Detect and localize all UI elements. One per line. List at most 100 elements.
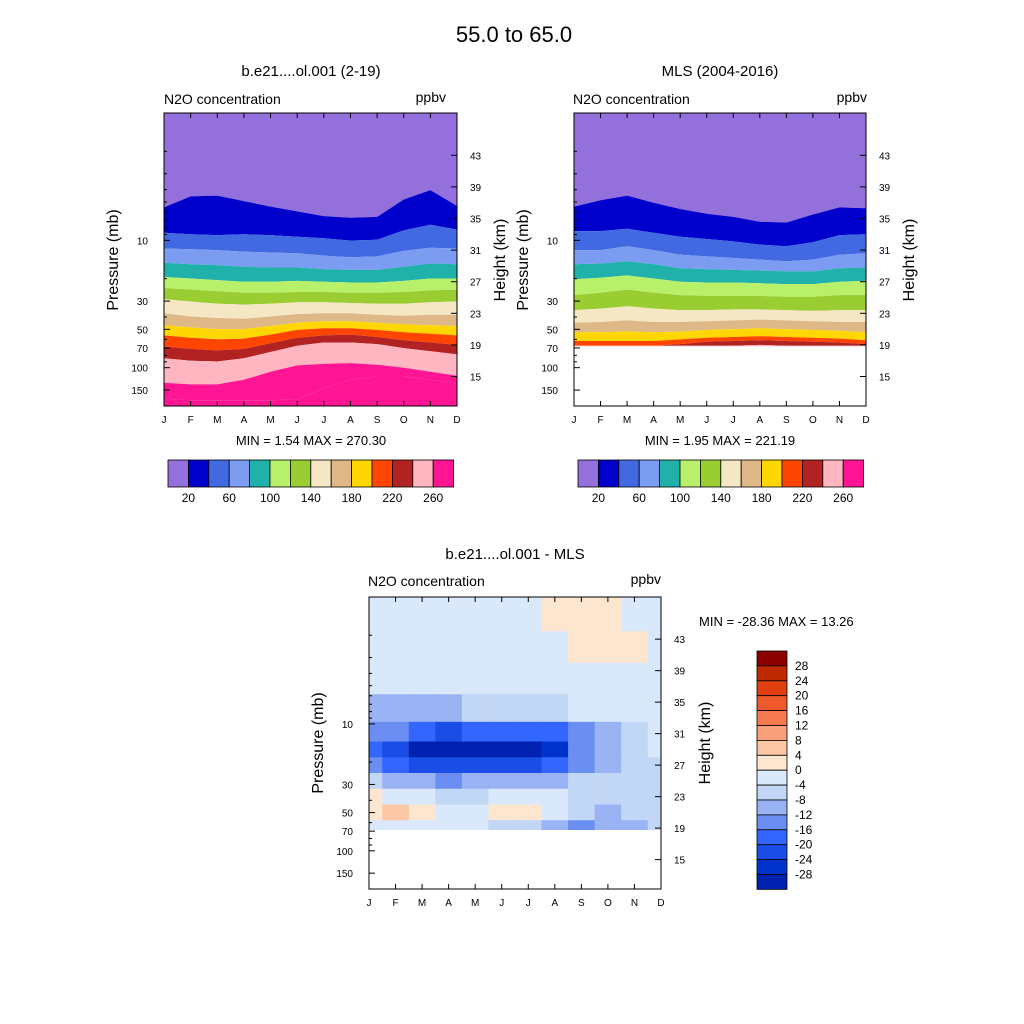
colorbar-swatch: [756, 844, 788, 861]
colorbar-label: 60: [223, 491, 237, 505]
y-tick-label: 100: [336, 847, 353, 858]
x-tick-label: J: [367, 898, 372, 909]
y2-tick-label: 43: [470, 151, 482, 162]
contour-cell: [488, 662, 516, 695]
units-label: ppbv: [416, 89, 446, 105]
colorbar-label: 20: [182, 491, 196, 505]
contour-cell: [435, 820, 463, 831]
contour-band: [164, 247, 457, 270]
contour-cell: [461, 788, 489, 805]
contour-cell: [488, 788, 516, 805]
x-tick-label: M: [623, 415, 631, 426]
contour-band: [164, 277, 457, 293]
colorbar-label: 260: [423, 491, 443, 505]
y-tick-label: 30: [342, 780, 354, 791]
contour-cell: [408, 631, 436, 664]
contour-cell: [408, 741, 436, 758]
contour-cell: [382, 804, 410, 821]
y2-tick-label: 39: [674, 667, 686, 678]
contour-cell: [621, 721, 649, 743]
colorbar-swatch: [598, 459, 620, 488]
contour-cell: [461, 741, 489, 758]
panel-title: b.e21....ol.001 (2-19): [241, 63, 380, 80]
colorbar-swatch: [679, 459, 701, 488]
contour-cell: [488, 757, 516, 774]
y2-tick-label: 15: [674, 856, 686, 867]
contour-cell: [488, 721, 516, 743]
contour-band: [164, 190, 457, 241]
contour-cell: [621, 772, 649, 790]
contour-cell: [541, 662, 569, 695]
contour-band: [164, 262, 457, 283]
contour-cell: [621, 631, 649, 664]
y-tick-label: 150: [131, 386, 148, 397]
contour-cell: [647, 694, 662, 723]
colorbar-swatch: [187, 459, 210, 488]
colorbar-swatch: [761, 459, 783, 488]
plot-frame: [163, 112, 458, 407]
colorbar-swatch: [638, 459, 661, 488]
contour-band: [164, 363, 457, 401]
x-tick-label: M: [266, 415, 274, 426]
y-tick-label: 30: [137, 297, 149, 308]
contour-cell: [541, 631, 569, 664]
colorbar-label: 20: [592, 491, 606, 505]
y-tick-label: 50: [342, 809, 354, 820]
y2-tick-label: 27: [674, 761, 686, 772]
min-max-stats: MIN = -28.36 MAX = 13.26: [699, 614, 854, 629]
contour-cell: [382, 757, 410, 774]
contour-cell: [621, 741, 649, 758]
contour-cell: [488, 772, 516, 790]
y2-tick-label: 19: [879, 341, 891, 352]
units-label: ppbv: [631, 571, 661, 587]
colorbar-swatch: [249, 459, 271, 488]
contour-cell: [541, 820, 569, 831]
x-tick-label: J: [295, 415, 300, 426]
contour-band: [574, 195, 866, 247]
contour-cell: [461, 820, 489, 831]
x-tick-label: A: [551, 898, 558, 909]
colorbar-label: 180: [752, 491, 772, 505]
contour-cell: [382, 820, 410, 831]
contour-cell: [461, 694, 489, 723]
contour-cell: [488, 820, 516, 831]
x-tick-label: N: [631, 898, 638, 909]
colorbar-label: 16: [795, 704, 809, 718]
colorbar-swatch: [228, 459, 250, 488]
colorbar-swatch: [330, 459, 353, 488]
contour-cell: [369, 772, 383, 790]
colorbar-label: 0: [795, 763, 802, 777]
colorbar-label: -24: [795, 853, 813, 867]
contour-cell: [568, 631, 596, 664]
x-tick-label: A: [650, 415, 657, 426]
colorbar-swatch: [577, 459, 599, 488]
colorbar-label: 8: [795, 733, 802, 747]
contour-cell: [647, 597, 662, 632]
contour-cell: [515, 662, 543, 695]
x-tick-label: J: [162, 415, 167, 426]
y2-tick-label: 31: [674, 730, 686, 741]
colorbar-swatch: [756, 695, 788, 712]
contour-band: [574, 289, 866, 311]
panel-difference: b.e21....ol.001 - MLS N2O concentration …: [310, 546, 854, 909]
contour-cell: [461, 662, 489, 695]
contour-cell: [568, 721, 596, 743]
contour-cell: [621, 597, 649, 632]
contour-cell: [488, 804, 516, 821]
y2-tick-label: 39: [470, 183, 482, 194]
contour-cell: [594, 662, 622, 695]
contour-cell: [461, 631, 489, 664]
x-tick-label: A: [445, 898, 452, 909]
contour-cell: [488, 741, 516, 758]
colorbar-label: 140: [301, 491, 321, 505]
contour-cell: [621, 820, 649, 831]
colorbar-label: 260: [833, 491, 853, 505]
panel-model: b.e21....ol.001 (2-19) N2O concentration…: [105, 63, 509, 505]
colorbar-swatch: [756, 769, 788, 786]
y2-tick-label: 19: [674, 824, 686, 835]
colorbar-swatch: [412, 459, 434, 488]
y-tick-label: 150: [336, 869, 353, 880]
colorbar-swatch: [167, 459, 189, 488]
